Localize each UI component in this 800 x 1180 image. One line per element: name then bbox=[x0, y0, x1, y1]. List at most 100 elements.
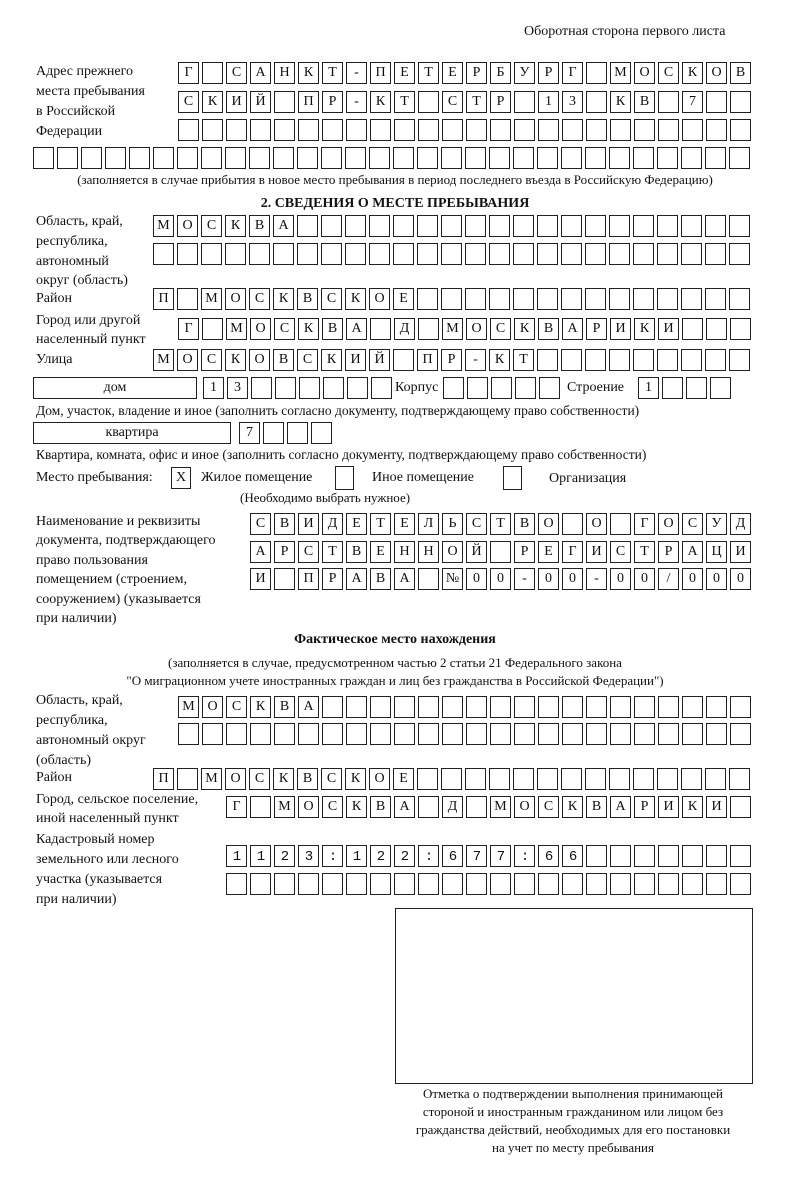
char-cell[interactable] bbox=[537, 215, 558, 237]
char-cell[interactable]: Р bbox=[658, 541, 679, 563]
char-cell[interactable]: Е bbox=[442, 62, 463, 84]
char-cell[interactable] bbox=[561, 768, 582, 790]
char-cell[interactable] bbox=[634, 696, 655, 718]
char-cell[interactable] bbox=[705, 215, 726, 237]
char-cell[interactable] bbox=[370, 845, 391, 867]
char-cell[interactable] bbox=[441, 243, 462, 265]
char-cell[interactable] bbox=[418, 318, 439, 340]
char-cell[interactable] bbox=[633, 215, 654, 237]
char-cell[interactable] bbox=[657, 288, 678, 310]
char-cell[interactable]: В bbox=[634, 91, 655, 113]
char-cell[interactable] bbox=[322, 845, 343, 867]
house-type-field[interactable]: дом bbox=[33, 377, 197, 399]
char-cell[interactable] bbox=[441, 288, 462, 310]
char-cell[interactable]: О bbox=[225, 288, 246, 310]
char-cell[interactable] bbox=[297, 243, 318, 265]
char-cell[interactable] bbox=[706, 845, 727, 867]
char-cell[interactable]: С bbox=[658, 62, 679, 84]
char-cell[interactable] bbox=[442, 723, 463, 745]
char-cell[interactable] bbox=[417, 147, 438, 169]
char-cell[interactable]: О bbox=[202, 696, 223, 718]
char-cell[interactable]: Г bbox=[634, 513, 655, 535]
char-cell[interactable]: В bbox=[346, 541, 367, 563]
char-cell[interactable]: - bbox=[346, 91, 367, 113]
char-cell[interactable] bbox=[225, 147, 246, 169]
char-cell[interactable] bbox=[490, 541, 511, 563]
char-cell[interactable] bbox=[442, 873, 463, 895]
char-cell[interactable] bbox=[706, 119, 727, 141]
char-cell[interactable] bbox=[442, 696, 463, 718]
char-cell[interactable] bbox=[441, 768, 462, 790]
char-cell[interactable] bbox=[346, 873, 367, 895]
char-cell[interactable]: Е bbox=[393, 768, 414, 790]
char-cell[interactable] bbox=[681, 147, 702, 169]
char-cell[interactable] bbox=[465, 215, 486, 237]
char-cell[interactable] bbox=[226, 119, 247, 141]
char-cell[interactable] bbox=[490, 873, 511, 895]
char-cell[interactable] bbox=[513, 768, 534, 790]
char-cell[interactable] bbox=[633, 288, 654, 310]
char-cell[interactable]: И bbox=[345, 349, 366, 371]
char-cell[interactable] bbox=[489, 147, 510, 169]
char-cell[interactable]: М bbox=[201, 768, 222, 790]
char-cell[interactable] bbox=[705, 288, 726, 310]
char-cell[interactable]: - bbox=[346, 62, 367, 84]
char-cell[interactable] bbox=[418, 119, 439, 141]
char-cell[interactable] bbox=[489, 243, 510, 265]
char-cell[interactable] bbox=[177, 768, 198, 790]
flat-type-field[interactable]: квартира bbox=[33, 422, 231, 444]
char-cell[interactable] bbox=[610, 723, 631, 745]
char-cell[interactable] bbox=[465, 288, 486, 310]
char-cell[interactable]: В bbox=[730, 62, 751, 84]
char-cell[interactable] bbox=[610, 873, 631, 895]
char-cell[interactable] bbox=[561, 147, 582, 169]
char-cell[interactable] bbox=[658, 873, 679, 895]
char-cell[interactable]: М bbox=[490, 796, 511, 818]
char-cell[interactable]: С bbox=[442, 91, 463, 113]
char-cell[interactable] bbox=[441, 215, 462, 237]
char-cell[interactable] bbox=[633, 349, 654, 371]
char-cell[interactable] bbox=[729, 349, 750, 371]
char-cell[interactable]: Н bbox=[274, 62, 295, 84]
char-cell[interactable] bbox=[609, 288, 630, 310]
char-cell[interactable]: И bbox=[658, 318, 679, 340]
char-cell[interactable]: О bbox=[466, 318, 487, 340]
char-cell[interactable]: Е bbox=[538, 541, 559, 563]
char-cell[interactable]: О bbox=[634, 62, 655, 84]
char-cell[interactable] bbox=[657, 349, 678, 371]
char-cell[interactable]: 0 bbox=[466, 568, 487, 590]
char-cell[interactable]: Р bbox=[322, 91, 343, 113]
char-cell[interactable] bbox=[322, 873, 343, 895]
char-cell[interactable] bbox=[322, 696, 343, 718]
char-cell[interactable]: Г bbox=[562, 541, 583, 563]
char-cell[interactable]: У bbox=[706, 513, 727, 535]
char-cell[interactable]: С bbox=[466, 513, 487, 535]
char-cell[interactable]: И bbox=[730, 541, 751, 563]
char-cell[interactable] bbox=[298, 119, 319, 141]
char-cell[interactable] bbox=[514, 119, 535, 141]
char-cell[interactable] bbox=[681, 768, 702, 790]
char-cell[interactable] bbox=[417, 243, 438, 265]
char-cell[interactable] bbox=[346, 119, 367, 141]
char-cell[interactable]: С bbox=[297, 349, 318, 371]
char-cell[interactable]: Т bbox=[322, 62, 343, 84]
char-cell[interactable] bbox=[537, 768, 558, 790]
char-cell[interactable] bbox=[347, 377, 368, 399]
char-cell[interactable] bbox=[681, 349, 702, 371]
char-cell[interactable] bbox=[657, 147, 678, 169]
char-cell[interactable] bbox=[418, 568, 439, 590]
char-cell[interactable] bbox=[657, 215, 678, 237]
char-cell[interactable]: Е bbox=[393, 288, 414, 310]
char-cell[interactable] bbox=[273, 243, 294, 265]
char-cell[interactable]: С bbox=[249, 288, 270, 310]
char-cell[interactable] bbox=[393, 215, 414, 237]
char-cell[interactable] bbox=[418, 796, 439, 818]
char-cell[interactable] bbox=[298, 873, 319, 895]
char-cell[interactable] bbox=[202, 62, 223, 84]
char-cell[interactable]: И bbox=[298, 513, 319, 535]
char-cell[interactable]: К bbox=[346, 796, 367, 818]
char-cell[interactable] bbox=[705, 147, 726, 169]
char-cell[interactable] bbox=[682, 696, 703, 718]
char-cell[interactable]: К bbox=[273, 288, 294, 310]
char-cell[interactable] bbox=[226, 873, 247, 895]
